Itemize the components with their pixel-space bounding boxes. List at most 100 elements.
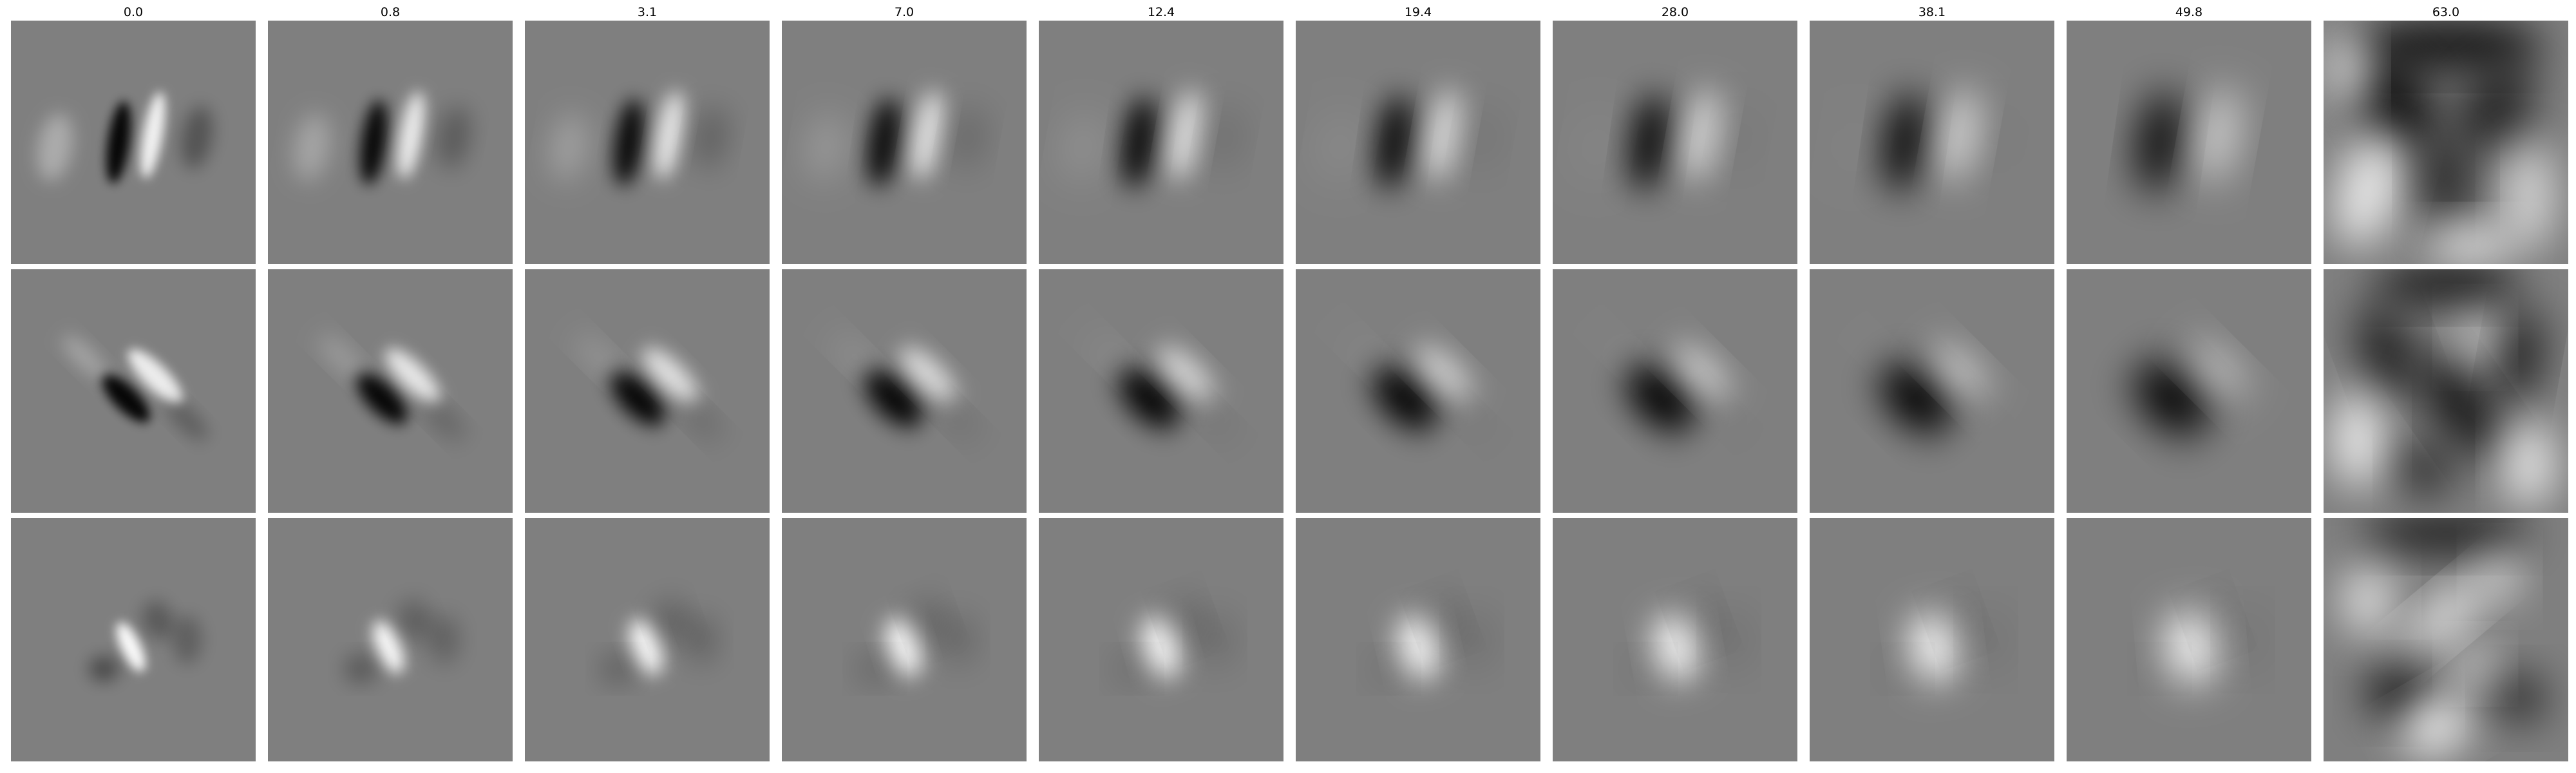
- column-title: 49.8: [2175, 5, 2203, 19]
- dark-lobe: [1117, 656, 1147, 682]
- bright-lobe: [2407, 581, 2485, 649]
- filter-tile: [2324, 518, 2568, 761]
- filter-tile: [525, 518, 770, 761]
- bright-lobe: [900, 347, 956, 403]
- bright-lobe: [2198, 87, 2239, 184]
- bright-lobe: [1415, 345, 1472, 402]
- column-title: 3.1: [637, 5, 658, 19]
- bright-lobe: [37, 113, 73, 181]
- dark-lobe: [1466, 106, 1497, 169]
- dark-lobe: [1626, 364, 1694, 432]
- bright-lobe: [576, 335, 620, 379]
- bright-lobe: [1940, 87, 1980, 183]
- dark-lobe: [1714, 615, 1744, 664]
- dark-lobe: [1980, 106, 2011, 169]
- filter-tile: [1296, 269, 1540, 513]
- filter-tile: [2067, 269, 2311, 513]
- filter-tile: [1810, 21, 2054, 264]
- dark-lobe: [181, 106, 213, 169]
- bright-lobe: [1065, 113, 1101, 181]
- filter-tile: [782, 269, 1027, 513]
- bright-lobe: [833, 335, 877, 379]
- bright-lobe: [1672, 344, 1729, 401]
- bright-lobe: [62, 335, 106, 379]
- filter-image: [11, 269, 256, 513]
- bright-lobe: [1142, 616, 1180, 678]
- dark-lobe: [2362, 518, 2530, 552]
- dark-lobe: [603, 656, 633, 682]
- bright-lobe: [2456, 313, 2495, 362]
- dark-lobe: [2356, 53, 2438, 153]
- filter-image: [1039, 21, 1283, 264]
- dark-lobe: [1118, 368, 1180, 429]
- bright-lobe: [808, 113, 844, 181]
- filter-image: [1810, 269, 2054, 513]
- filter-image: [1553, 518, 1797, 761]
- bright-lobe: [2187, 343, 2245, 401]
- dark-lobe: [2495, 673, 2544, 723]
- filter-image: [525, 518, 770, 761]
- filter-tile: [2067, 21, 2311, 264]
- dark-lobe: [2198, 601, 2229, 640]
- filter-tile: [268, 269, 513, 513]
- filter-image: [268, 518, 513, 761]
- bright-lobe: [1321, 113, 1358, 181]
- bright-lobe: [397, 91, 424, 179]
- filter-image: [1039, 269, 1283, 513]
- dark-lobe: [1457, 615, 1487, 664]
- dark-lobe: [2137, 91, 2182, 193]
- dark-lobe: [399, 601, 430, 640]
- dark-lobe: [2421, 356, 2500, 456]
- dark-lobe: [1374, 656, 1404, 682]
- dark-lobe: [686, 615, 716, 664]
- bright-lobe: [655, 90, 684, 180]
- filter-image: [1810, 21, 2054, 264]
- filter-tile: [2324, 21, 2568, 264]
- bright-lobe: [294, 113, 330, 181]
- dark-lobe: [1376, 95, 1413, 190]
- column-title: 12.4: [1147, 5, 1175, 19]
- bright-lobe: [2333, 391, 2383, 489]
- column-title: 0.8: [380, 5, 401, 19]
- dark-lobe: [142, 601, 173, 640]
- dark-lobe: [2421, 137, 2470, 225]
- dark-lobe: [610, 371, 665, 426]
- dark-lobe: [614, 99, 644, 186]
- filter-image: [1296, 518, 1540, 761]
- dark-lobe: [1200, 615, 1230, 664]
- dark-lobe: [2367, 669, 2427, 718]
- dark-lobe: [864, 369, 922, 428]
- dark-lobe: [1723, 106, 1754, 169]
- dark-lobe: [1880, 363, 1952, 434]
- dark-lobe: [167, 400, 208, 441]
- dark-lobe: [2358, 305, 2416, 399]
- dark-lobe: [438, 106, 469, 169]
- filter-image: [1810, 518, 2054, 761]
- dark-lobe: [656, 601, 687, 640]
- filter-image: [1553, 21, 1797, 264]
- dark-lobe: [106, 101, 131, 184]
- filter-image: [782, 269, 1027, 513]
- bright-lobe: [2480, 551, 2519, 601]
- bright-lobe: [2335, 134, 2400, 249]
- bright-lobe: [2426, 225, 2515, 264]
- bright-lobe: [385, 348, 440, 403]
- dark-lobe: [355, 372, 408, 424]
- filter-image: [1553, 269, 1797, 513]
- filter-image: [782, 518, 1027, 761]
- dark-lobe: [1971, 615, 2001, 664]
- column-title: 63.0: [2432, 5, 2460, 19]
- filter-tile: [11, 21, 256, 264]
- dark-lobe: [867, 97, 900, 187]
- dark-lobe: [1122, 96, 1157, 189]
- filter-image: [525, 269, 770, 513]
- dark-lobe: [172, 615, 202, 664]
- dark-lobe: [1631, 656, 1661, 682]
- dark-lobe: [102, 374, 151, 423]
- dark-lobe: [1427, 601, 1458, 640]
- filter-tile: [782, 518, 1027, 761]
- dark-lobe: [1629, 94, 1669, 191]
- column-title: 19.4: [1404, 5, 1432, 19]
- dark-lobe: [1888, 656, 1918, 682]
